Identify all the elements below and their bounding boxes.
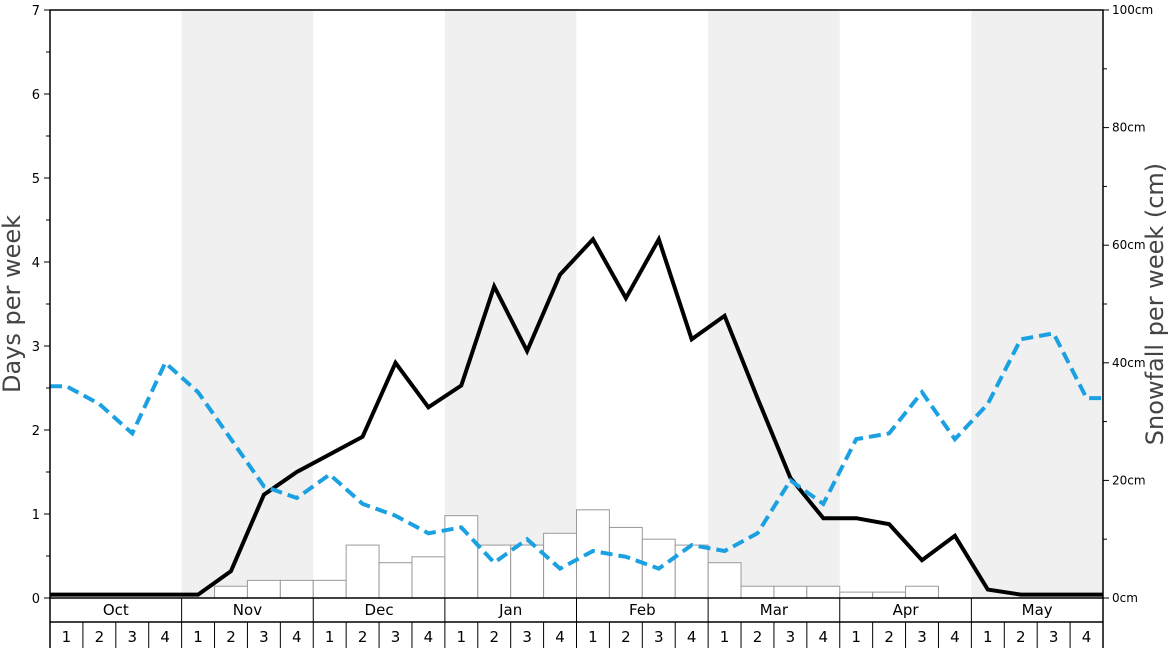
left-tick-label: 0 xyxy=(32,592,40,607)
solid-black-line xyxy=(50,234,1103,597)
left-tick-label: 4 xyxy=(32,256,40,271)
week-label: 4 xyxy=(1082,628,1092,646)
week-label: 1 xyxy=(457,628,467,646)
snowfall-bar xyxy=(312,579,347,599)
week-label: 3 xyxy=(917,628,927,646)
snowfall-bar xyxy=(510,544,545,599)
week-label: 2 xyxy=(358,628,368,646)
snowfall-bar xyxy=(905,585,939,599)
month-label-feb: Feb xyxy=(629,601,656,619)
left-tick-label: 1 xyxy=(32,508,40,523)
week-label: 2 xyxy=(621,628,631,646)
snowfall-bar xyxy=(246,579,281,599)
snowfall-bar xyxy=(214,585,248,599)
week-label: 3 xyxy=(1049,628,1059,646)
snowfall-bar xyxy=(411,556,446,599)
snowfall-bar xyxy=(378,562,413,599)
week-label: 2 xyxy=(884,628,894,646)
week-label: 1 xyxy=(588,628,598,646)
snowfall-bar xyxy=(773,585,808,599)
left-tick-label: 2 xyxy=(32,424,40,439)
snowfall-bar xyxy=(806,585,841,599)
week-label: 2 xyxy=(1016,628,1026,646)
snowfall-bar xyxy=(872,591,907,599)
snowfall-bar xyxy=(707,562,742,599)
left-tick-label: 6 xyxy=(32,88,40,103)
week-label: 4 xyxy=(292,628,302,646)
snowfall-bar xyxy=(740,585,775,599)
right-tick-label: 60cm xyxy=(1112,238,1146,252)
month-label-mar: Mar xyxy=(760,601,789,619)
week-label: 2 xyxy=(226,628,236,646)
week-label: 4 xyxy=(687,628,697,646)
snowfall-bar xyxy=(674,544,709,599)
snowfall-bars-layer xyxy=(214,509,939,599)
week-label: 4 xyxy=(424,628,434,646)
week-label: 3 xyxy=(654,628,664,646)
week-label: 2 xyxy=(95,628,105,646)
right-axis-title: Snowfall per week (cm) xyxy=(1141,163,1168,445)
month-shade-may xyxy=(971,10,1103,598)
lines-layer xyxy=(50,234,1103,597)
axes-layer: 0 1 2 3 4 5 6 7 0cm 20cm 40cm 60cm 80cm 100cm Oct 1 2 3 4 N… xyxy=(32,3,1153,648)
week-label: 3 xyxy=(391,628,401,646)
week-label: 4 xyxy=(819,628,829,646)
week-label: 4 xyxy=(555,628,565,646)
month-label-oct: Oct xyxy=(103,601,129,619)
week-label: 3 xyxy=(786,628,796,646)
dashed-blue-line xyxy=(50,331,1103,572)
month-label-apr: Apr xyxy=(893,601,920,619)
week-label: 4 xyxy=(160,628,170,646)
right-tick-label: 40cm xyxy=(1112,356,1146,370)
week-label: 1 xyxy=(325,628,335,646)
month-label-jan: Jan xyxy=(498,601,522,619)
left-tick-label: 5 xyxy=(32,172,40,187)
week-label: 1 xyxy=(720,628,730,646)
week-label: 1 xyxy=(983,628,993,646)
month-label-may: May xyxy=(1022,601,1053,619)
right-tick-label: 20cm xyxy=(1112,473,1146,487)
right-tick-label: 100cm xyxy=(1112,3,1153,17)
month-label-nov: Nov xyxy=(233,601,262,619)
week-label: 2 xyxy=(753,628,763,646)
right-tick-label: 0cm xyxy=(1112,591,1138,605)
week-label: 1 xyxy=(193,628,203,646)
week-label: 1 xyxy=(62,628,72,646)
month-shade-nov xyxy=(181,10,314,598)
month-label-dec: Dec xyxy=(365,601,394,619)
left-tick-label: 3 xyxy=(32,340,40,355)
week-label: 3 xyxy=(522,628,532,646)
snowfall-bar xyxy=(279,579,314,599)
week-label: 1 xyxy=(851,628,861,646)
month-shade-jan xyxy=(444,10,577,598)
snowfall-bar xyxy=(345,544,380,599)
month-shade-mar xyxy=(708,10,840,598)
left-tick-label: 7 xyxy=(32,4,40,19)
week-label: 3 xyxy=(259,628,269,646)
week-label: 2 xyxy=(489,628,499,646)
snowfall-bar xyxy=(543,532,577,599)
month-shading-layer xyxy=(181,10,1103,598)
week-label: 4 xyxy=(950,628,960,646)
right-tick-label: 80cm xyxy=(1112,121,1146,135)
left-axis-title: Days per week xyxy=(0,215,26,393)
week-label: 3 xyxy=(127,628,137,646)
snowfall-bar xyxy=(839,591,874,599)
